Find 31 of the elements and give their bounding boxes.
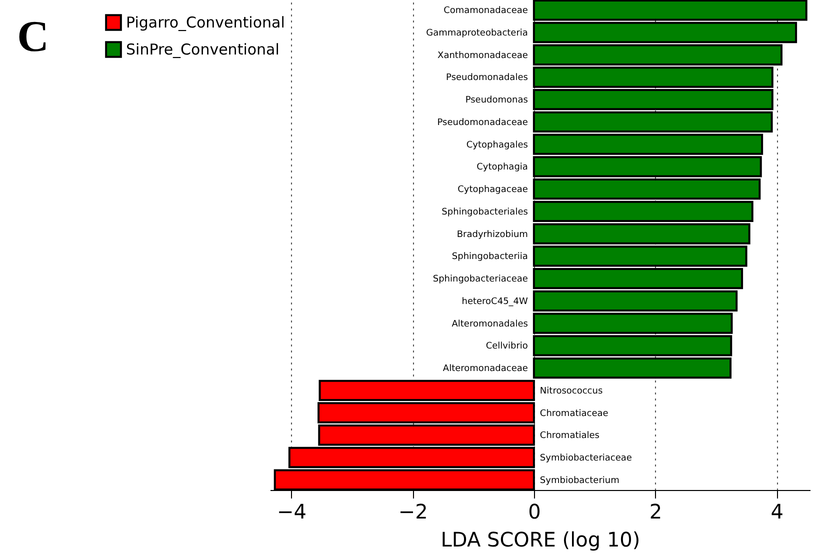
y-tick-label: Sphingobacteriia [452, 252, 528, 262]
y-tick-label: Chromatiales [540, 431, 600, 442]
y-tick-label: Cytophagia [476, 162, 528, 173]
y-tick-label: Pseudomonadaceae [437, 118, 528, 128]
y-tick-label: Pseudomonadales [446, 73, 528, 84]
y-tick-label: heteroC45_4W [462, 296, 528, 307]
legend-label: Pigarro_Conventional [126, 14, 285, 32]
y-tick-label: Cellvibrio [486, 342, 528, 352]
x-tick-label: 2 [649, 500, 662, 524]
y-tick-label: Comamonadaceae [444, 6, 528, 16]
y-tick-label: Pseudomonas [465, 96, 528, 106]
x-axis-title: LDA SCORE (log 10) [440, 528, 640, 552]
y-tick-label: Symbiobacterium [540, 476, 620, 486]
y-tick-label: Xanthomonadaceae [438, 50, 528, 61]
x-tick-label: 4 [770, 500, 784, 524]
x-tick-label: 0 [528, 500, 541, 524]
y-tick-label: Sphingobacteriales [442, 207, 528, 218]
y-tick-label: Cytophagales [466, 140, 528, 150]
text: C [17, 12, 49, 61]
y-tick-label: Bradyrhizobium [456, 230, 528, 240]
y-tick-label: Alteromonadaceae [442, 364, 528, 374]
legend-label: SinPre_Conventional [126, 40, 280, 58]
y-tick-label: Alteromonadales [452, 319, 528, 330]
x-tick-label: −4 [276, 500, 306, 524]
y-tick-label: Chromatiaceae [540, 408, 609, 419]
y-tick-label: Gammaproteobacteria [426, 28, 528, 38]
y-tick-label: Nitrosococcus [540, 386, 603, 396]
y-tick-label: Cytophagaceae [458, 185, 528, 196]
x-tick-label: −2 [398, 500, 428, 524]
y-tick-label: Symbiobacteriaceae [540, 454, 632, 464]
y-tick-label: Sphingobacteriaceae [432, 274, 528, 285]
